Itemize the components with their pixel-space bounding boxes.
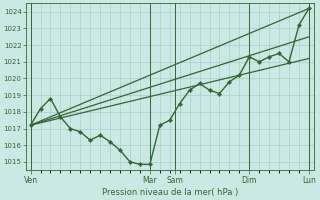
X-axis label: Pression niveau de la mer( hPa ): Pression niveau de la mer( hPa ) [102, 188, 238, 197]
